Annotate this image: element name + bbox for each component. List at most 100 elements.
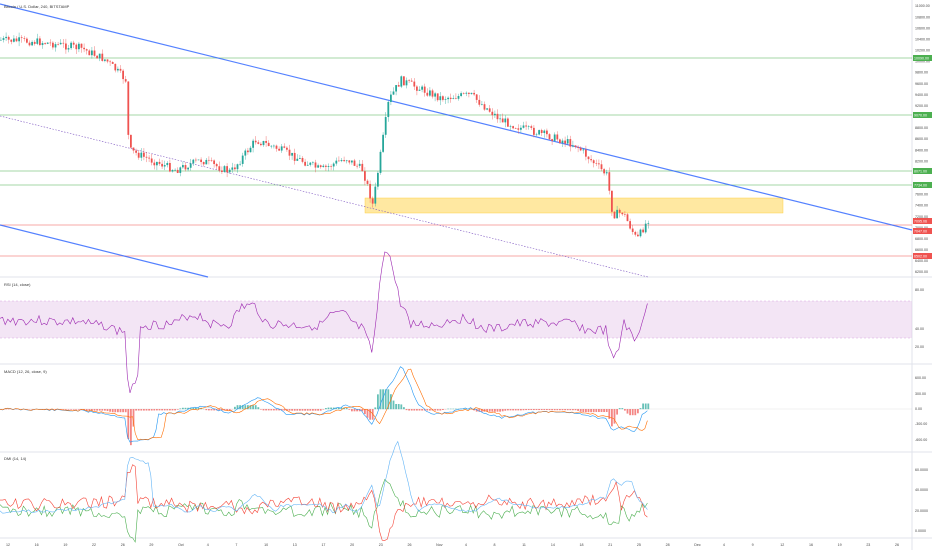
candle-body xyxy=(364,171,366,181)
candle-body xyxy=(579,147,582,151)
symbol-title[interactable]: Bitcoin / U.S. Dollar, 240, BITSTAMP xyxy=(4,4,70,9)
candle-body xyxy=(530,126,533,128)
candle-body xyxy=(98,53,101,59)
macd-histogram-bar xyxy=(330,407,332,410)
candle-body xyxy=(330,166,332,167)
price-tag xyxy=(913,218,932,224)
macd-histogram-bar xyxy=(169,409,171,411)
candle-body xyxy=(340,160,343,162)
horizontal-levels[interactable] xyxy=(0,57,912,257)
rsi-band xyxy=(0,301,912,338)
macd-label[interactable]: MACD (12, 26, close, 9) xyxy=(4,369,47,374)
candle-body xyxy=(465,92,468,94)
time-tick-label: 14 xyxy=(551,543,555,547)
trend-lines[interactable] xyxy=(0,3,913,278)
candle-body xyxy=(517,128,520,130)
macd-axis: 600.00 300.00 0.00 -300.00 -600.00 xyxy=(915,376,927,442)
dotted-trendline xyxy=(0,115,649,278)
macd-histogram-bar xyxy=(283,409,286,411)
macd-histogram-bar xyxy=(101,409,104,411)
indicator-tick-label: 0.0000 xyxy=(915,529,926,533)
candle-body xyxy=(559,139,561,144)
candle-body xyxy=(613,211,616,219)
macd-histogram-bar xyxy=(340,407,343,410)
macd-histogram-bar xyxy=(504,409,507,411)
macd-histogram-bar xyxy=(270,409,273,411)
candle-body xyxy=(374,186,377,204)
time-tick-label: 17 xyxy=(321,543,325,547)
macd-histogram-bar xyxy=(104,409,106,411)
macd-histogram-bar xyxy=(171,409,174,411)
macd-histogram-bar xyxy=(356,409,358,412)
dmi-label[interactable]: DMI (14, 14) xyxy=(4,456,27,461)
candle-body xyxy=(535,134,538,136)
time-tick-label: 28 xyxy=(666,543,670,547)
candle-body xyxy=(137,152,140,158)
macd-histogram-bar xyxy=(306,409,309,411)
candle-body xyxy=(41,43,44,46)
candle-body xyxy=(595,163,598,164)
time-tick-label: 12 xyxy=(6,543,10,547)
time-tick-label: 7 xyxy=(235,543,237,547)
candle-body xyxy=(52,42,54,48)
macd-histogram-bar xyxy=(520,409,522,411)
macd-histogram-bar xyxy=(153,409,156,411)
candle-body xyxy=(351,160,353,163)
candle-body xyxy=(28,42,31,46)
candle-body xyxy=(470,92,473,94)
macd-histogram-bar xyxy=(613,409,616,424)
candle-body xyxy=(462,93,465,94)
macd-histogram-bar xyxy=(197,407,200,410)
macd-histogram-bar xyxy=(299,409,301,411)
macd-histogram-bar xyxy=(421,409,423,411)
candle-body xyxy=(442,96,444,100)
candle-body xyxy=(192,159,195,164)
candle-body xyxy=(444,99,447,100)
time-tick-label: 29 xyxy=(149,543,153,547)
dmi-axis: 60.0000 40.0000 20.0000 0.0000 xyxy=(915,468,928,533)
macd-histogram-bar xyxy=(234,406,236,410)
macd-histogram-bar xyxy=(600,409,603,413)
candle-body xyxy=(78,43,80,50)
rsi-label[interactable]: RSI (14, close) xyxy=(4,282,31,287)
candle-body xyxy=(210,160,213,161)
candle-body xyxy=(400,76,403,87)
time-tick-label: Oct xyxy=(178,543,184,547)
macd-histogram-bar xyxy=(244,405,247,410)
time-axis[interactable]: 12 16 19 22 26 29 Oct 4 7 10 13 17 20 23 26 Nov 4 8 11 14 18… xyxy=(6,543,899,547)
time-tick-label: 26 xyxy=(895,543,899,547)
candle-body xyxy=(504,118,507,123)
price-tick-label: 7600.00 xyxy=(915,193,928,197)
candle-body xyxy=(520,127,522,130)
candle-body xyxy=(395,85,397,92)
candle-body xyxy=(496,113,499,120)
macd-histogram-bar xyxy=(496,409,499,412)
price-tag xyxy=(913,253,932,259)
macd-histogram-bar xyxy=(603,409,605,413)
macd-histogram-bar xyxy=(189,407,192,410)
candle-body xyxy=(585,149,587,157)
candle-body xyxy=(236,164,239,170)
candle-body xyxy=(639,229,642,237)
price-tag-label: 7095.06 xyxy=(914,219,927,223)
macd-histogram-bar xyxy=(618,408,621,410)
candle-body xyxy=(361,163,364,172)
support-zone[interactable] xyxy=(364,197,784,214)
macd-histogram-bar xyxy=(296,409,299,411)
macd-histogram-bar xyxy=(228,409,231,411)
macd-histogram-bar xyxy=(624,409,626,411)
macd-histogram-bar xyxy=(137,409,140,411)
macd-histogram-bar xyxy=(449,408,452,410)
candle-body xyxy=(104,59,106,61)
price-tick-label: 7400.00 xyxy=(915,204,928,208)
macd-histogram-bar xyxy=(304,409,306,411)
candle-body xyxy=(72,42,75,45)
candle-body xyxy=(312,162,314,164)
candle-body xyxy=(332,163,335,167)
candle-body xyxy=(574,145,577,147)
candle-body xyxy=(85,49,88,51)
macd-histogram-bar xyxy=(254,405,257,410)
macd-histogram-bar xyxy=(501,409,504,412)
macd-histogram-bar xyxy=(442,409,444,410)
